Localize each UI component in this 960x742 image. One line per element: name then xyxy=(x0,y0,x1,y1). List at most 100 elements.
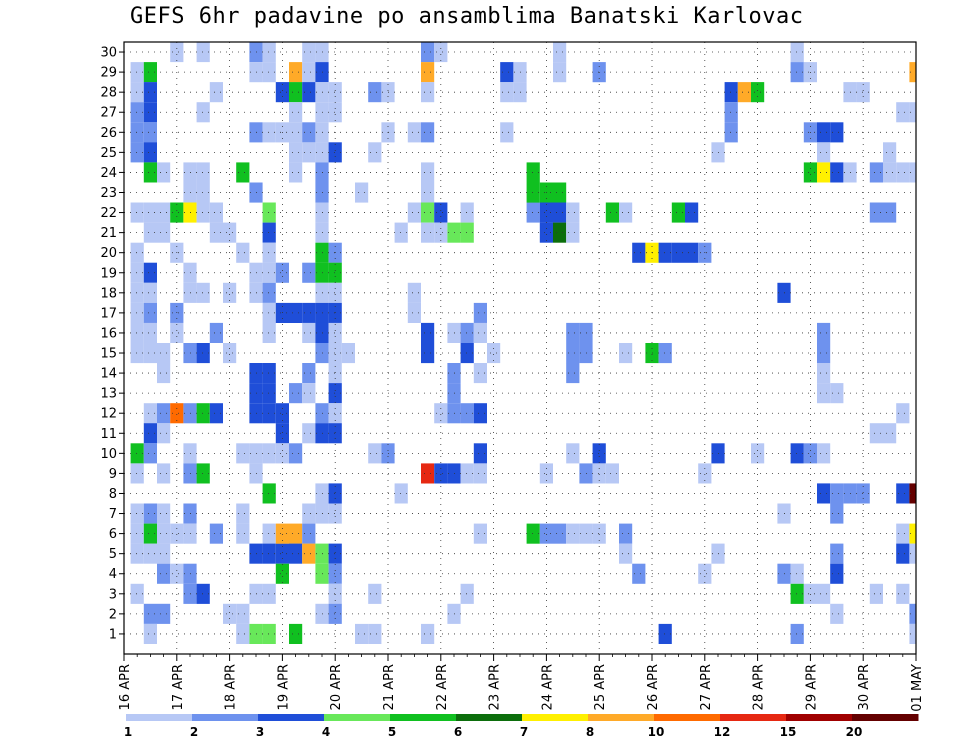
heatmap-cell xyxy=(275,523,289,544)
heatmap-cell xyxy=(143,82,157,103)
y-tick-label: 8 xyxy=(109,487,117,502)
heatmap-cell xyxy=(328,603,342,624)
y-tick-label: 24 xyxy=(100,166,117,181)
heatmap-cell xyxy=(143,403,157,424)
heatmap-cell xyxy=(262,322,276,343)
heatmap-cell xyxy=(196,403,210,424)
heatmap-cell xyxy=(223,222,237,243)
heatmap-cell xyxy=(328,262,342,283)
heatmap-cell xyxy=(236,162,250,183)
heatmap-cell xyxy=(143,302,157,323)
heatmap-cell xyxy=(896,543,910,564)
heatmap-cell xyxy=(143,162,157,183)
heatmap-cell xyxy=(619,343,633,364)
chart-title: GEFS 6hr padavine po ansamblima Banatski… xyxy=(130,4,804,29)
colorbar-label: 2 xyxy=(190,725,198,739)
heatmap-cell xyxy=(368,443,382,464)
heatmap-cell xyxy=(130,242,144,263)
heatmap-cell xyxy=(724,122,738,143)
heatmap-cell xyxy=(157,463,171,484)
heatmap-cell xyxy=(817,122,831,143)
heatmap-cell xyxy=(328,82,342,103)
heatmap-cell xyxy=(289,122,303,143)
heatmap-cell xyxy=(817,583,831,604)
x-tick-label: 22 APR xyxy=(435,664,450,710)
heatmap-cell xyxy=(143,443,157,464)
heatmap-cell xyxy=(817,142,831,163)
y-tick-label: 7 xyxy=(109,507,117,522)
heatmap-cell xyxy=(434,403,448,424)
heatmap-cell xyxy=(500,82,514,103)
heatmap-cell xyxy=(289,543,303,564)
heatmap-cell xyxy=(157,162,171,183)
grid-lines xyxy=(124,42,916,654)
heatmap-cell xyxy=(302,503,316,524)
heatmap-cell xyxy=(434,42,448,63)
heatmap-cell xyxy=(262,483,276,504)
heatmap-cell xyxy=(262,543,276,564)
heatmap-cell xyxy=(341,343,355,364)
heatmap-cell xyxy=(262,523,276,544)
heatmap-cell xyxy=(883,423,897,444)
y-tick-label: 10 xyxy=(100,447,117,462)
heatmap-cell xyxy=(460,463,474,484)
y-tick-label: 28 xyxy=(100,86,117,101)
y-tick-label: 16 xyxy=(100,326,117,341)
heatmap-cell xyxy=(632,563,646,584)
heatmap-cell xyxy=(421,343,435,364)
heatmap-cell xyxy=(275,403,289,424)
y-tick-label: 9 xyxy=(109,467,117,482)
heatmap-cell xyxy=(421,623,435,644)
heatmap-cell xyxy=(328,403,342,424)
colorbar-label: 1 xyxy=(124,725,132,739)
heatmap-cell xyxy=(302,383,316,404)
heatmap-cell xyxy=(605,463,619,484)
heatmap-cell xyxy=(830,122,844,143)
heatmap-cell xyxy=(869,583,883,604)
x-tick-label: 30 APR xyxy=(857,664,872,710)
heatmap-cell xyxy=(566,202,580,223)
heatmap-cell xyxy=(553,202,567,223)
heatmap-cell xyxy=(209,222,223,243)
heatmap-cell xyxy=(421,463,435,484)
y-tick-label: 18 xyxy=(100,286,117,301)
heatmap-cell xyxy=(143,322,157,343)
heatmap-cell xyxy=(421,182,435,203)
heatmap-cell xyxy=(566,443,580,464)
heatmap-cell xyxy=(632,242,646,263)
heatmap-cell xyxy=(790,583,804,604)
heatmap-cell xyxy=(157,343,171,364)
y-tick-label: 27 xyxy=(100,106,117,121)
heatmap-cell xyxy=(130,82,144,103)
heatmap-cell xyxy=(289,82,303,103)
heatmap-cell xyxy=(130,543,144,564)
heatmap-cell xyxy=(434,222,448,243)
heatmap-cell xyxy=(460,343,474,364)
heatmap-cell xyxy=(421,62,435,83)
colorbar-swatch xyxy=(720,714,787,721)
heatmap-cell xyxy=(619,523,633,544)
heatmap-cells xyxy=(130,42,916,644)
heatmap-cell xyxy=(328,282,342,303)
heatmap-cell xyxy=(619,202,633,223)
heatmap-cell xyxy=(289,162,303,183)
colorbar-swatch xyxy=(852,714,919,721)
heatmap-cell xyxy=(328,383,342,404)
heatmap-cell xyxy=(302,543,316,564)
heatmap-cell xyxy=(289,623,303,644)
heatmap-cell xyxy=(685,202,699,223)
y-axis: 1234567891011121314151617181920212223242… xyxy=(100,46,124,642)
heatmap-cell xyxy=(421,322,435,343)
heatmap-cell xyxy=(368,623,382,644)
heatmap-cell xyxy=(737,82,751,103)
heatmap-cell xyxy=(223,603,237,624)
colorbar-label: 4 xyxy=(322,725,330,739)
heatmap-cell xyxy=(473,463,487,484)
heatmap-cell xyxy=(262,242,276,263)
heatmap-cell xyxy=(473,443,487,464)
heatmap-cell xyxy=(289,62,303,83)
heatmap-cell xyxy=(143,503,157,524)
heatmap-cell xyxy=(262,262,276,283)
y-tick-label: 12 xyxy=(100,407,117,422)
heatmap-cell xyxy=(368,583,382,604)
